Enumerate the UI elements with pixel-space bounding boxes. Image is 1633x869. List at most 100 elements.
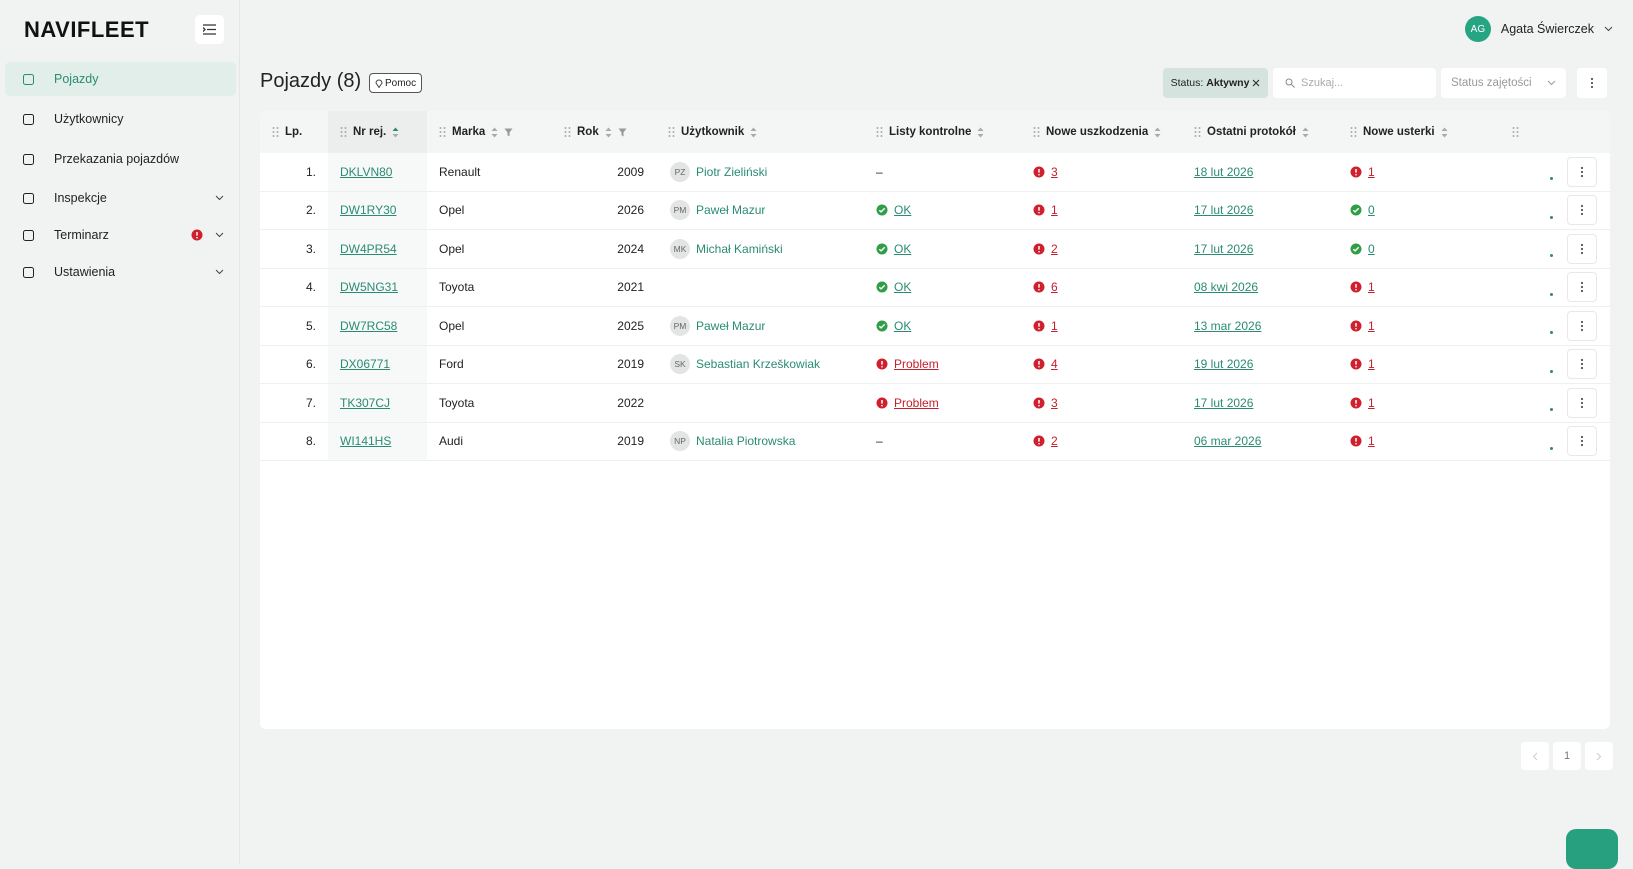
user-name[interactable]: Natalia Piotrowska [696,434,796,449]
protocol-link[interactable]: 18 lut 2026 [1194,164,1254,179]
table-cell: 8. [260,423,328,461]
drag-handle [564,127,571,137]
nav-icon [23,229,44,241]
usterki-link[interactable]: 1 [1368,164,1375,179]
table-row: 1. DKLVN80 Renault 2009 PZ Piotr Zieliński – 3 1… [260,153,1610,192]
row-menu[interactable] [1567,426,1597,457]
plate-link[interactable]: DW4PR54 [340,241,397,256]
prev-page[interactable] [1521,742,1549,770]
nav-item[interactable]: Użytkownicy [5,102,236,136]
row-menu[interactable] [1567,156,1597,187]
filter-icon [504,128,513,137]
nav-item[interactable]: Przekazania pojazdów [5,142,236,176]
uszkodzenia-link[interactable]: 3 [1051,395,1058,410]
column-header[interactable]: Nowe uszkodzenia [1021,111,1182,153]
kebab-icon [1580,435,1584,447]
usterki-link[interactable]: 1 [1368,395,1375,410]
uszkodzenia-link[interactable]: 4 [1051,357,1058,372]
protocol-link[interactable]: 13 mar 2026 [1194,318,1262,333]
user-name[interactable]: Sebastian Krzeškowiak [696,357,821,372]
nav-item[interactable]: Ustawienia [5,255,236,289]
plate-link[interactable]: TK307CJ [340,395,391,410]
row-menu[interactable] [1567,310,1597,341]
table-row: 2. DW1RY30 Opel 2026 PM Paweł Mazur OK 1 17 lut … [260,191,1610,230]
table-cell: 2024 [552,230,656,268]
plate-link[interactable]: DW7RC58 [340,318,398,333]
row-menu[interactable] [1567,233,1597,264]
status-error-svg [876,358,888,370]
plate-link[interactable]: DW1RY30 [340,203,397,218]
plate-link[interactable]: WI141HS [340,434,392,449]
row-menu[interactable] [1567,195,1597,226]
listy-link[interactable]: Problem [894,357,939,372]
listy-link[interactable]: OK [894,203,912,218]
user-name[interactable]: Paweł Mazur [696,203,766,218]
column-header[interactable]: Użytkownik [656,111,864,153]
status-dropdown[interactable]: Status zajętości [1441,68,1566,98]
help-button[interactable]: Pomoc [369,73,423,93]
drag-handle-svg [668,127,675,137]
sort-icon [1441,127,1448,138]
column-header[interactable]: Ostatni protokół [1182,111,1338,153]
status-error-svg [1350,281,1362,293]
listy-link[interactable]: OK [894,241,912,256]
table-cell [656,269,864,307]
uszkodzenia-link[interactable]: 2 [1051,241,1058,256]
search-box[interactable]: Szukaj... [1273,68,1436,98]
user-menu[interactable]: AG Agata Świerczek [1464,16,1613,42]
plate-link[interactable]: DKLVN80 [340,164,393,179]
page-number[interactable]: 1 [1553,742,1581,770]
column-header[interactable]: Nowe usterki [1338,111,1500,153]
protocol-link[interactable]: 08 kwi 2026 [1194,280,1259,295]
row-menu[interactable] [1567,272,1597,303]
column-header[interactable]: Rok [552,111,656,153]
user-name[interactable]: Paweł Mazur [696,318,766,333]
plate-link[interactable]: DX06771 [340,357,391,372]
table-cell: NP Natalia Piotrowska [656,423,864,461]
protocol-link[interactable]: 19 lut 2026 [1194,357,1254,372]
nav-item[interactable]: Inspekcje [5,181,236,215]
uszkodzenia-link[interactable]: 1 [1051,203,1058,218]
next-page[interactable] [1585,742,1613,770]
chip-remove[interactable] [1252,79,1260,87]
column-header[interactable]: Marka [427,111,552,153]
usterki-link[interactable]: 1 [1368,357,1375,372]
make: Toyota [439,280,475,295]
usterki-link[interactable]: 1 [1368,318,1375,333]
row-menu[interactable] [1567,349,1597,380]
filter-chip[interactable]: Status: Aktywny [1163,68,1268,98]
nav-item[interactable]: Pojazdy [5,62,236,96]
row-menu[interactable] [1567,387,1597,418]
table-cell: 3 [1021,153,1182,191]
nav-item[interactable]: Terminarz [5,218,236,252]
protocol-link[interactable]: 17 lut 2026 [1194,203,1254,218]
listy-link[interactable]: OK [894,318,912,333]
usterki-link[interactable]: 1 [1368,280,1375,295]
more-button[interactable] [1577,68,1607,98]
usterki-link[interactable]: 0 [1368,241,1375,256]
listy-link[interactable]: OK [894,280,912,295]
uszkodzenia-link[interactable]: 6 [1051,280,1058,295]
uszkodzenia-link[interactable]: 3 [1051,164,1058,179]
listy-link[interactable]: Problem [894,395,939,410]
table-cell: OK [864,307,1021,345]
uszkodzenia-link[interactable]: 1 [1051,318,1058,333]
chip-label: Status: [1170,77,1204,89]
protocol-link[interactable]: 17 lut 2026 [1194,395,1254,410]
uszkodzenia-link[interactable]: 2 [1051,434,1058,449]
user-avatar: SK [670,354,690,375]
usterki-link[interactable]: 1 [1368,434,1375,449]
table-cell: 2022 [552,384,656,422]
menu-toggle[interactable] [195,15,224,44]
chat-button[interactable] [1566,829,1618,869]
protocol-link[interactable]: 17 lut 2026 [1194,241,1254,256]
kebab-icon [1580,281,1584,293]
plate-link[interactable]: DW5NG31 [340,280,399,295]
user-name[interactable]: Michał Kamiński [696,241,783,256]
user-name[interactable]: Piotr Zieliński [696,164,768,179]
status-dot [1550,215,1553,219]
column-header[interactable]: Nr rej. [328,111,427,153]
usterki-link[interactable]: 0 [1368,203,1375,218]
protocol-link[interactable]: 06 mar 2026 [1194,434,1262,449]
column-header[interactable]: Listy kontrolne [864,111,1021,153]
